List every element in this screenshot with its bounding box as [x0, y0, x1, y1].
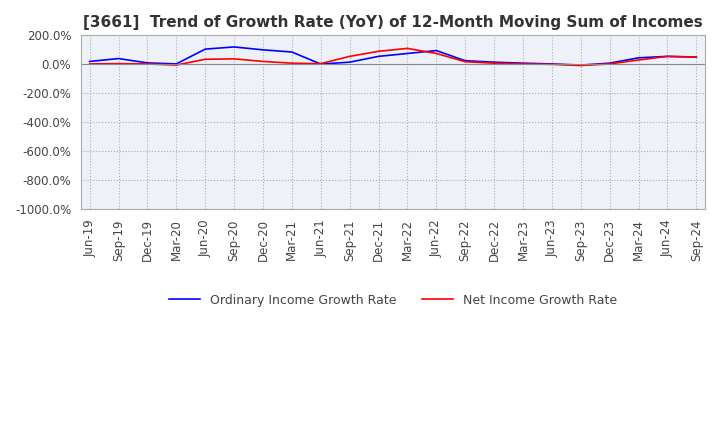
Line: Net Income Growth Rate: Net Income Growth Rate [89, 48, 696, 66]
Net Income Growth Rate [317, 61, 325, 66]
Net Income Growth Rate [230, 56, 238, 62]
Ordinary Income Growth Rate [317, 62, 325, 67]
Net Income Growth Rate [461, 59, 469, 64]
Title: [3661]  Trend of Growth Rate (YoY) of 12-Month Moving Sum of Incomes: [3661] Trend of Growth Rate (YoY) of 12-… [83, 15, 703, 30]
Net Income Growth Rate [258, 59, 267, 64]
Ordinary Income Growth Rate [143, 60, 152, 66]
Net Income Growth Rate [403, 46, 412, 51]
Net Income Growth Rate [346, 54, 354, 59]
Ordinary Income Growth Rate [374, 54, 383, 59]
Ordinary Income Growth Rate [663, 54, 672, 59]
Ordinary Income Growth Rate [230, 44, 238, 50]
Net Income Growth Rate [692, 55, 701, 60]
Ordinary Income Growth Rate [114, 56, 123, 61]
Ordinary Income Growth Rate [461, 58, 469, 63]
Ordinary Income Growth Rate [258, 47, 267, 52]
Net Income Growth Rate [577, 63, 585, 68]
Ordinary Income Growth Rate [577, 62, 585, 68]
Ordinary Income Growth Rate [606, 61, 614, 66]
Line: Ordinary Income Growth Rate: Ordinary Income Growth Rate [89, 47, 696, 65]
Net Income Growth Rate [663, 54, 672, 59]
Net Income Growth Rate [172, 62, 181, 68]
Net Income Growth Rate [518, 61, 527, 66]
Net Income Growth Rate [114, 61, 123, 66]
Net Income Growth Rate [287, 61, 296, 66]
Ordinary Income Growth Rate [403, 51, 412, 56]
Net Income Growth Rate [548, 62, 557, 67]
Ordinary Income Growth Rate [692, 55, 701, 60]
Net Income Growth Rate [490, 61, 498, 66]
Ordinary Income Growth Rate [432, 48, 441, 53]
Ordinary Income Growth Rate [634, 55, 643, 60]
Ordinary Income Growth Rate [346, 59, 354, 65]
Ordinary Income Growth Rate [172, 61, 181, 66]
Net Income Growth Rate [606, 61, 614, 66]
Net Income Growth Rate [432, 51, 441, 56]
Ordinary Income Growth Rate [85, 59, 94, 64]
Legend: Ordinary Income Growth Rate, Net Income Growth Rate: Ordinary Income Growth Rate, Net Income … [164, 289, 622, 312]
Net Income Growth Rate [634, 57, 643, 62]
Net Income Growth Rate [85, 61, 94, 66]
Ordinary Income Growth Rate [518, 61, 527, 66]
Ordinary Income Growth Rate [548, 61, 557, 66]
Ordinary Income Growth Rate [287, 49, 296, 55]
Ordinary Income Growth Rate [490, 59, 498, 65]
Net Income Growth Rate [143, 61, 152, 66]
Net Income Growth Rate [374, 49, 383, 54]
Net Income Growth Rate [201, 57, 210, 62]
Ordinary Income Growth Rate [201, 47, 210, 52]
